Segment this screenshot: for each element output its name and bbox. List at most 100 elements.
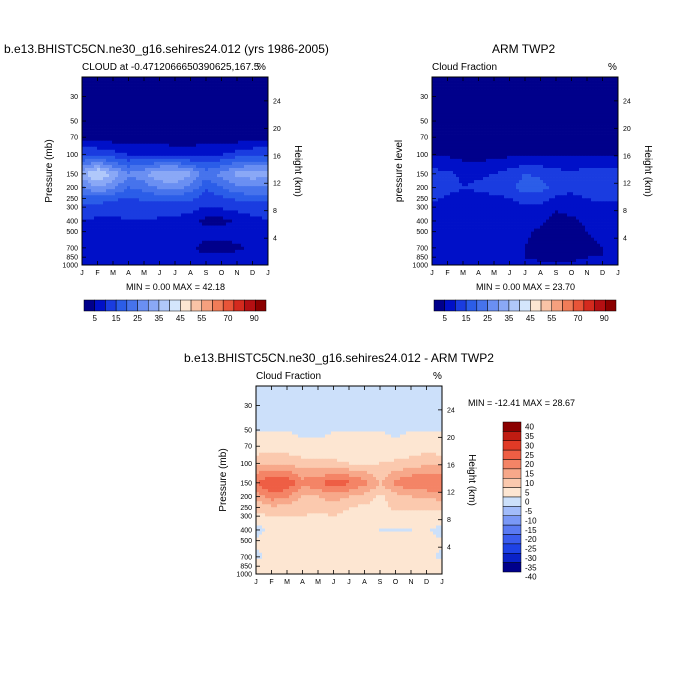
heatmap-cell bbox=[573, 95, 577, 99]
heatmap-cell bbox=[133, 131, 137, 135]
heatmap-cell bbox=[510, 77, 514, 81]
heatmap-cell bbox=[127, 228, 131, 232]
heatmap-cell bbox=[262, 246, 266, 251]
heatmap-cell bbox=[139, 195, 143, 199]
heatmap-cell bbox=[133, 249, 137, 254]
heatmap-cell bbox=[262, 252, 266, 257]
heatmap-cell bbox=[169, 243, 173, 248]
heatmap-cell bbox=[151, 98, 155, 102]
heatmap-cell bbox=[172, 201, 176, 205]
heatmap-cell bbox=[160, 237, 164, 242]
heatmap-cell bbox=[226, 149, 230, 154]
heatmap-cell bbox=[118, 110, 122, 114]
heatmap-cell bbox=[528, 92, 532, 96]
heatmap-cell bbox=[579, 104, 583, 108]
heatmap-cell bbox=[256, 116, 260, 120]
heatmap-cell bbox=[244, 128, 248, 132]
heatmap-cell bbox=[109, 152, 113, 157]
heatmap-cell bbox=[468, 77, 472, 81]
heatmap-cell bbox=[244, 231, 248, 236]
heatmap-cell bbox=[447, 104, 451, 108]
heatmap-cell bbox=[558, 98, 562, 102]
heatmap-cell bbox=[157, 249, 161, 254]
heatmap-cell bbox=[184, 189, 188, 193]
heatmap-cell bbox=[133, 258, 137, 263]
heatmap-cell bbox=[615, 95, 619, 99]
heatmap-cell bbox=[501, 83, 505, 87]
heatmap-cell bbox=[220, 222, 224, 226]
heatmap-cell bbox=[558, 95, 562, 99]
heatmap-cell bbox=[253, 113, 257, 117]
heatmap-cell bbox=[576, 113, 580, 117]
heatmap-cell bbox=[103, 125, 107, 129]
heatmap-cell bbox=[244, 167, 248, 172]
heatmap-cell bbox=[88, 195, 92, 199]
heatmap-cell bbox=[519, 104, 523, 108]
heatmap-cell bbox=[106, 189, 110, 193]
heatmap-cell bbox=[175, 155, 179, 160]
heatmap-cell bbox=[229, 86, 233, 90]
heatmap-cell bbox=[127, 122, 131, 126]
heatmap-cell bbox=[88, 101, 92, 105]
heatmap-cell bbox=[106, 128, 110, 132]
heatmap-cell bbox=[232, 146, 236, 151]
heatmap-cell bbox=[531, 86, 535, 90]
heatmap-cell bbox=[205, 225, 209, 229]
heatmap-cell bbox=[157, 125, 161, 129]
heatmap-cell bbox=[160, 255, 164, 260]
heatmap-cell bbox=[220, 249, 224, 254]
heatmap-cell bbox=[163, 131, 167, 135]
heatmap-cell bbox=[202, 255, 206, 260]
heatmap-cell bbox=[588, 98, 592, 102]
heatmap-cell bbox=[178, 86, 182, 90]
heatmap-cell bbox=[516, 125, 520, 129]
heatmap-cell bbox=[471, 104, 475, 108]
heatmap-cell bbox=[145, 237, 149, 242]
heatmap-cell bbox=[130, 255, 134, 260]
heatmap-cell bbox=[157, 174, 161, 178]
heatmap-cell bbox=[573, 92, 577, 96]
heatmap-cell bbox=[259, 158, 263, 163]
heatmap-cell bbox=[495, 125, 499, 129]
heatmap-cell bbox=[118, 113, 122, 117]
heatmap-cell bbox=[136, 86, 140, 90]
heatmap-cell bbox=[549, 92, 553, 96]
heatmap-cell bbox=[238, 246, 242, 251]
heatmap-cell bbox=[82, 258, 86, 263]
heatmap-cell bbox=[244, 83, 248, 87]
heatmap-cell bbox=[82, 234, 86, 239]
heatmap-cell bbox=[154, 134, 158, 138]
heatmap-cell bbox=[190, 98, 194, 102]
heatmap-cell bbox=[151, 158, 155, 163]
heatmap-cell bbox=[531, 104, 535, 108]
heatmap-cell bbox=[516, 104, 520, 108]
heatmap-cell bbox=[181, 92, 185, 96]
heatmap-cell bbox=[166, 204, 170, 208]
heatmap-cell bbox=[112, 89, 116, 93]
heatmap-cell bbox=[94, 261, 98, 266]
heatmap-cell bbox=[118, 122, 122, 126]
heatmap-cell bbox=[208, 89, 212, 93]
heatmap-cell bbox=[118, 198, 122, 202]
heatmap-cell bbox=[235, 125, 239, 129]
heatmap-cell bbox=[244, 246, 248, 251]
heatmap-cell bbox=[516, 83, 520, 87]
heatmap-cell bbox=[187, 219, 191, 223]
heatmap-cell bbox=[217, 249, 221, 254]
heatmap-cell bbox=[220, 134, 224, 138]
heatmap-cell bbox=[136, 107, 140, 111]
heatmap-cell bbox=[223, 177, 227, 181]
heatmap-cell bbox=[196, 128, 200, 132]
heatmap-cell bbox=[154, 225, 158, 229]
heatmap-cell bbox=[196, 234, 200, 239]
heatmap-cell bbox=[229, 234, 233, 239]
heatmap-cell bbox=[229, 104, 233, 108]
heatmap-cell bbox=[178, 143, 182, 148]
heatmap-cell bbox=[256, 110, 260, 114]
heatmap-cell bbox=[597, 104, 601, 108]
heatmap-cell bbox=[226, 189, 230, 193]
heatmap-cell bbox=[250, 167, 254, 172]
heatmap-cell bbox=[118, 201, 122, 205]
heatmap-cell bbox=[118, 234, 122, 239]
heatmap-cell bbox=[142, 95, 146, 99]
